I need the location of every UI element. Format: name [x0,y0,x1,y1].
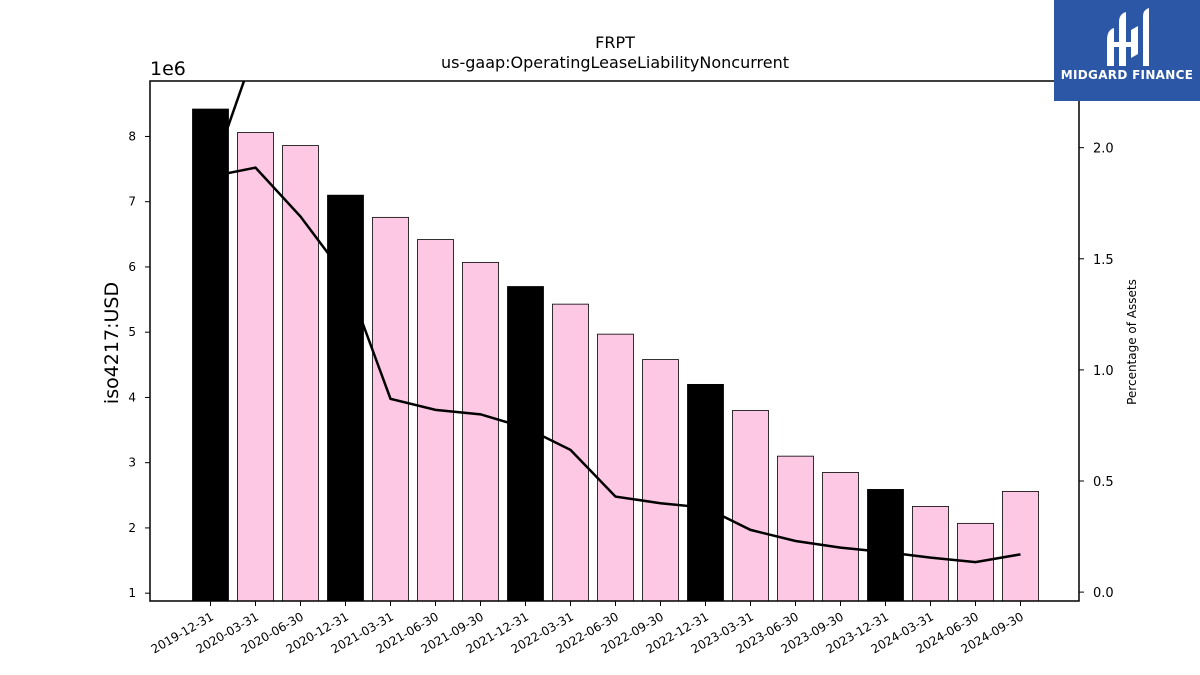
brand-logo-text: MIDGARD FINANCE [1060,68,1194,82]
y-axis-label: iso4217:USD [101,282,123,404]
plot-frame [149,80,1080,602]
bar-2021-12-31 [507,286,544,602]
y-tick-label: 3 [128,456,136,470]
chart-subtitle: us-gaap:OperatingLeaseLiabilityNoncurren… [441,53,789,72]
y2-tick-label: 2.0 [1093,142,1114,157]
brand-logo: MIDGARD FINANCE [1054,0,1200,101]
y-axis-left: 1 2 3 4 5 6 7 8 [128,129,150,600]
chart-title: FRPT [595,33,635,52]
y-tick-label: 5 [128,325,136,339]
bar-2023-12-31 [867,489,904,602]
bar-2022-09-30 [642,359,679,602]
bar-2023-06-30 [777,455,814,602]
bar-2022-12-31 [687,383,724,602]
y-tick-label: 1 [128,586,136,600]
bar-2020-03-31 [237,132,274,602]
bar-2021-06-30 [417,239,454,602]
y2-tick-label: 1.5 [1093,253,1114,268]
bars [192,108,1039,602]
y2-tick-label: 1.0 [1093,364,1114,379]
bar-2024-09-30 [1002,490,1039,602]
percentage-of-assets-line [208,81,1021,564]
bar-2021-09-30 [462,261,499,602]
y2-tick-label: 0.0 [1093,586,1114,601]
y-tick-label: 2 [128,521,136,535]
y-tick-label: 8 [128,129,136,143]
bar-2019-12-31 [192,108,229,602]
line-layer [208,81,1021,564]
y2-tick-label: 0.5 [1093,475,1114,490]
y-axis-right: 0.0 0.5 1.0 1.5 2.0 [1079,142,1114,601]
brand-logo-icon [1107,8,1149,66]
y-offset-label: 1e6 [150,58,186,80]
bar-2020-06-30 [282,145,319,602]
bar-2024-03-31 [912,505,949,602]
y2-axis-label: Percentage of Assets [1125,279,1139,405]
bar-2021-03-31 [372,216,409,602]
y-tick-label: 4 [128,390,136,404]
bar-2022-03-31 [552,303,589,602]
bar-2020-12-31 [327,194,364,602]
x-axis: 2019-12-312020-03-312020-06-302020-12-31… [149,601,1026,656]
y-tick-label: 7 [128,195,136,209]
bar-2023-03-31 [732,410,769,602]
y-tick-label: 6 [128,260,136,274]
bar-2022-06-30 [597,333,634,602]
bar-2023-09-30 [822,472,859,602]
